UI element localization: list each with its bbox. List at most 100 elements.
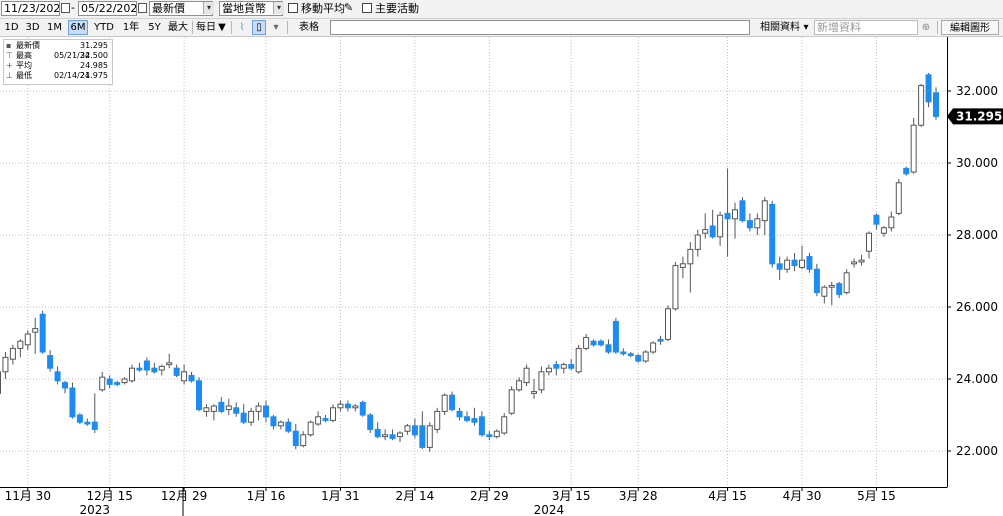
candle-body-up [575,347,582,373]
price-chart: 22.000 24.000 26.000 28.000 30.000 32.000 11月 … [0,37,1003,516]
start-date-field[interactable]: 11/23/2023 [1,1,60,16]
candle-body-down [240,412,247,423]
candle-body-up [24,333,31,346]
related-data-dropdown-icon[interactable]: ▾ [803,22,809,33]
price-type-dropdown-icon[interactable]: ▾ [203,2,214,14]
candle [449,391,456,412]
price-legend: ▪ 最新價 31.295 ⊤ 最高 05/21/24 32.500 + 平均 2… [3,39,113,85]
candle-body-up [687,248,694,265]
candle-body-down [270,416,277,427]
pencil-icon[interactable]: ✎ [344,1,354,14]
add-data-input[interactable]: 新增資料 [814,20,918,35]
candle [218,397,225,414]
candle [657,335,664,345]
frequency-dropdown-icon[interactable]: ▼ [218,22,226,33]
candle [665,305,671,342]
edit-chart-button[interactable]: 編輯圖形 [941,20,999,35]
candle [285,418,292,433]
chart-type-dropdown-icon[interactable]: ▾ [273,22,279,33]
candle [724,168,731,257]
candle-body-up [866,232,872,252]
candle [248,407,255,426]
x-tick-label: 2月 14 [396,489,435,503]
candle-body-up [642,351,649,362]
candle-body-up [248,410,255,423]
year-label: 2024 [534,503,565,516]
currency-dropdown-icon[interactable]: ▾ [273,2,284,14]
candle [196,377,202,412]
candle [873,213,880,230]
candle-body-up [851,261,858,265]
start-calendar-icon[interactable] [61,3,70,13]
candle [315,411,322,426]
candle-body-up [538,371,545,391]
candle-body-down [114,382,121,385]
key-events-checkbox[interactable] [362,3,372,13]
legend-high-value: 32.500 [80,51,108,60]
candle-body-up [880,227,887,234]
candle [330,404,336,423]
candle [754,213,761,235]
table-button[interactable]: 表格 [299,22,319,33]
candle-body-up [307,421,314,436]
candle-body-down [873,214,880,225]
toolbar-row-2: 1D 3D 1M 6M YTD 1年 5Y 最大 每日 ▼ ⌇ ▯ ▾ 表格 相… [0,19,1003,37]
range-button-max[interactable]: 最大 [168,22,188,33]
candle [508,386,515,415]
chart-search-input[interactable] [330,20,750,35]
range-button-5y[interactable]: 5Y [148,22,161,33]
candle-body-down [724,212,731,220]
range-button-1m[interactable]: 1M [47,22,62,33]
x-tick-label: 11月 30 [5,489,51,503]
moving-average-checkbox[interactable] [288,3,298,13]
legend-high-label: 最高 [16,51,32,60]
candle [598,339,604,347]
candle-body-down [76,414,83,423]
candle-body-down [143,360,150,371]
legend-low-date: 02/14/24 [54,71,90,80]
candle [761,197,768,235]
candle-body-down [553,364,560,369]
price-type-select[interactable]: 最新價 [149,1,213,16]
currency-select[interactable]: 當地貨幣 [219,1,283,16]
candle-body-up [828,284,835,288]
range-button-1y[interactable]: 1年 [122,22,140,33]
candle-body-up [158,365,165,371]
candle-body-up [255,405,262,412]
candle-body-down [739,200,746,222]
candle [464,411,470,423]
candle [225,398,232,415]
candle-body-up [300,434,307,447]
y-tick-label: 26.000 [956,300,998,314]
x-tick-label: 4月 15 [708,489,747,503]
candle-body-up [650,342,657,353]
candle [47,350,54,372]
end-calendar-icon[interactable] [138,3,147,13]
range-button-ytd[interactable]: YTD [94,22,114,33]
candle-body-down [39,313,46,353]
candle-body-up [694,234,701,250]
end-date-field[interactable]: 05/22/2024 [78,1,137,16]
candle-body-down [188,374,195,382]
line-chart-icon[interactable]: ⌇ [239,22,245,33]
last-price-label: 31.295 [956,109,1002,123]
candlestick-icon[interactable]: ▯ [252,20,266,35]
candle [91,393,98,433]
range-button-1d[interactable]: 1D [4,22,19,33]
candle [851,258,858,268]
candle [54,366,61,385]
legend-last-value: 31.295 [80,41,108,50]
candle [776,256,783,280]
candle-body-down [806,256,813,270]
candle-body-up [330,407,336,421]
candle-body-down [322,418,329,421]
range-button-6m[interactable]: 6M [68,20,88,35]
range-button-3d[interactable]: 3D [25,22,40,33]
related-data-button[interactable]: 相關資料 [760,22,800,33]
add-data-options-icon[interactable]: ⊕ [921,22,931,33]
candle [620,348,627,356]
candle [687,242,694,293]
key-events-label: 主要活動 [375,2,419,15]
frequency-select[interactable]: 每日 [196,22,216,33]
x-tick-label: 3月 15 [552,489,591,503]
